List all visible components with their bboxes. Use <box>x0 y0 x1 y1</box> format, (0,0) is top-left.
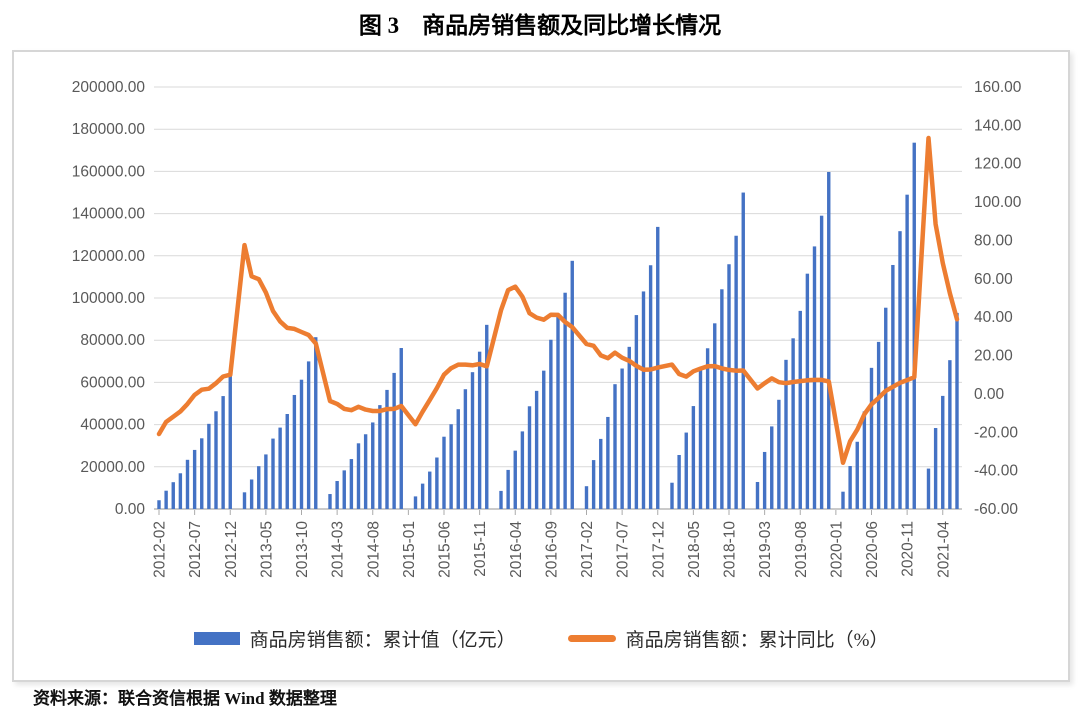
svg-text:2018-10: 2018-10 <box>722 521 739 578</box>
x-axis-labels: 2012-02 2012-07 2012-12 2013-05 2013-10 2014-… <box>152 510 952 578</box>
chart-canvas: 200000.00 180000.00 160000.00 140000.00 1200… <box>72 79 1022 578</box>
bar-series-swatch-icon <box>193 632 240 645</box>
y-axis-right-labels: 160.00 140.00 120.00 100.00 80.00 60.00 40.00 2… <box>974 79 1022 518</box>
legend-item-yoy: 商品房销售额：累计同比（%） <box>567 625 889 652</box>
svg-text:120000.00: 120000.00 <box>72 248 146 265</box>
chart-frame: 200000.00 180000.00 160000.00 140000.00 1200… <box>12 50 1070 682</box>
page-title: 图 3 商品房销售额及同比增长情况 <box>358 13 722 38</box>
svg-text:2020-11: 2020-11 <box>900 521 917 577</box>
line-series-swatch-icon <box>567 635 616 642</box>
svg-text:2014-03: 2014-03 <box>330 521 347 578</box>
svg-text:2017-07: 2017-07 <box>615 521 632 578</box>
yoy-line <box>156 135 960 466</box>
chart-legend: 商品房销售额：累计值（亿元） 商品房销售额：累计同比（%） <box>14 625 1068 652</box>
legend-label-yoy: 商品房销售额：累计同比（%） <box>625 630 889 651</box>
svg-text:2012-07: 2012-07 <box>187 521 204 578</box>
svg-text:80000.00: 80000.00 <box>80 332 145 349</box>
legend-label-sales: 商品房销售额：累计值（亿元） <box>249 630 516 651</box>
svg-text:2021-04: 2021-04 <box>935 521 952 578</box>
svg-text:-40.00: -40.00 <box>974 463 1018 480</box>
svg-text:2020-06: 2020-06 <box>864 521 881 578</box>
source-note: 资料来源：联合资信根据 Wind 数据整理 <box>33 689 337 708</box>
svg-text:2012-12: 2012-12 <box>223 521 240 578</box>
svg-text:2016-09: 2016-09 <box>543 521 560 578</box>
svg-text:200000.00: 200000.00 <box>72 79 146 96</box>
svg-text:180000.00: 180000.00 <box>72 121 146 138</box>
svg-text:-60.00: -60.00 <box>974 501 1018 518</box>
svg-text:100000.00: 100000.00 <box>72 290 146 307</box>
svg-text:40000.00: 40000.00 <box>80 417 145 434</box>
svg-text:2015-01: 2015-01 <box>401 521 418 578</box>
svg-text:120.00: 120.00 <box>974 156 1022 173</box>
svg-text:60.00: 60.00 <box>974 271 1013 288</box>
svg-text:2020-01: 2020-01 <box>828 521 845 578</box>
svg-text:100.00: 100.00 <box>974 194 1022 211</box>
svg-text:-20.00: -20.00 <box>974 424 1018 441</box>
svg-text:2018-05: 2018-05 <box>686 521 703 578</box>
svg-text:20000.00: 20000.00 <box>80 459 145 476</box>
svg-text:140000.00: 140000.00 <box>72 206 146 223</box>
sales-bars <box>157 142 959 510</box>
svg-text:2019-03: 2019-03 <box>757 521 774 578</box>
y-axis-left-labels: 200000.00 180000.00 160000.00 140000.00 1200… <box>72 79 146 518</box>
svg-text:80.00: 80.00 <box>974 232 1013 249</box>
svg-text:2017-12: 2017-12 <box>650 521 667 578</box>
svg-text:40.00: 40.00 <box>974 309 1013 326</box>
svg-text:2017-02: 2017-02 <box>579 521 596 578</box>
svg-text:60000.00: 60000.00 <box>80 374 145 391</box>
svg-text:0.00: 0.00 <box>974 386 1005 403</box>
svg-text:140.00: 140.00 <box>974 117 1022 134</box>
svg-text:0.00: 0.00 <box>115 501 146 518</box>
svg-text:2019-08: 2019-08 <box>793 521 810 578</box>
svg-text:2013-05: 2013-05 <box>258 521 275 578</box>
svg-text:160000.00: 160000.00 <box>72 163 146 180</box>
svg-text:160.00: 160.00 <box>974 79 1022 96</box>
svg-text:2015-11: 2015-11 <box>472 521 489 577</box>
svg-text:2015-06: 2015-06 <box>437 521 454 578</box>
svg-text:2012-02: 2012-02 <box>152 521 169 578</box>
svg-text:20.00: 20.00 <box>974 348 1013 365</box>
svg-text:2016-04: 2016-04 <box>508 521 525 578</box>
svg-text:2013-10: 2013-10 <box>294 521 311 578</box>
svg-text:2014-08: 2014-08 <box>365 521 382 578</box>
legend-item-sales: 商品房销售额：累计值（亿元） <box>193 625 516 652</box>
